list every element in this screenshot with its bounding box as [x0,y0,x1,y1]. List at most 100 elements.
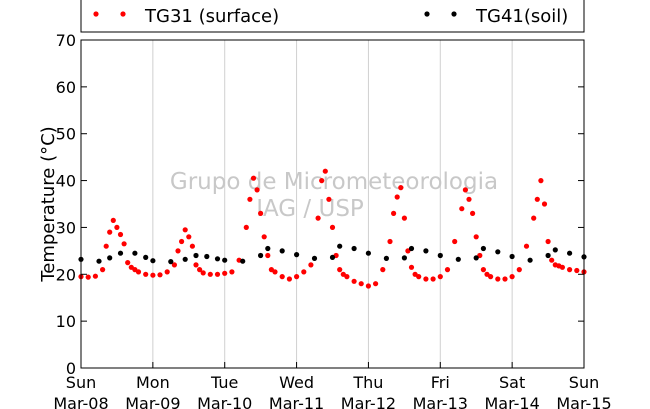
legend-marker-soil-2 [451,11,457,17]
y-tick-label: 30 [56,218,76,237]
series-1-point [150,258,156,264]
series-1-point [117,250,124,256]
series-1-point [311,255,318,261]
series-1-point [365,250,371,256]
vertical-gridlines [152,40,513,368]
series-0-point [574,267,580,274]
series-0-point [531,215,537,221]
series-0-point [351,278,357,284]
series-0-point [387,238,393,245]
series-0-point [294,274,300,280]
y-tick-label: 10 [56,312,76,331]
series-0-point [175,248,181,254]
series-0-point [502,276,508,282]
x-tick-label-date: Mar-12 [341,394,396,409]
series-1-point [495,249,501,255]
legend: TG31 (surface) TG41(soil) [80,0,585,33]
series-1-point [567,250,573,256]
series-1-point [509,253,515,260]
series-0-point [247,196,253,202]
series-1-point [545,252,551,259]
series-0-point [380,267,386,273]
series-1-point [143,254,149,260]
series-0-point [114,224,120,230]
series-1-point [480,245,486,252]
series-0-point [315,215,321,221]
series-0-point [391,210,397,216]
series-1-point [193,252,199,259]
series-0-point [182,227,188,233]
series-0-point [559,264,566,270]
series-0-point [358,281,364,287]
series-1-point [408,245,415,252]
x-tick-label-day: Sat [499,373,525,392]
series-0-point [437,274,443,280]
series-0-point [337,267,343,273]
series-0-point [509,274,515,280]
x-tick-label-date: Mar-10 [197,394,252,409]
series-0-point [423,276,429,282]
x-tick-label-day: Fri [431,373,450,392]
series-0-point [286,276,292,282]
y-axis-title: Temperature (°C) [38,126,59,282]
legend-label-soil: TG41(soil) [475,6,568,27]
series-0-point [164,269,170,275]
series-0-point [121,241,127,247]
x-tick-label-day: Mon [136,373,170,392]
series-0-point [261,234,267,240]
series-1-point [258,252,264,259]
series-0-point [171,262,177,268]
series-0-point [301,269,307,275]
series-0-point [322,168,328,174]
series-0-point [459,206,465,212]
x-tick-label-day: Wed [279,373,314,392]
legend-marker-surface-2 [120,11,126,17]
series-0-point [272,269,278,275]
series-0-point [488,274,494,280]
series-0-point [229,269,235,275]
series-1-point [294,252,300,258]
series-0-point [408,264,415,270]
legend-box [80,0,585,33]
series-0-point [243,224,249,230]
series-0-point [110,217,116,223]
series-1-point [351,245,357,252]
series-0-point [135,269,142,275]
series-0-point [265,252,271,259]
y-tick-label: 70 [56,31,76,50]
series-0-point [495,276,501,282]
series-0-point [344,274,350,280]
x-tick-label-date: Mar-15 [556,394,611,409]
series-1-point [337,243,343,249]
series-1-point [132,250,138,256]
series-1-point [527,257,533,263]
series-0-point [398,185,404,191]
series-0-point [186,234,192,240]
watermark-line-2: IAG / USP [256,196,364,222]
y-tick-label: 40 [56,172,76,191]
series-0-point [200,270,206,276]
series-1-point [222,257,228,263]
series-0-point [329,224,336,230]
series-1-point [182,256,188,262]
x-tick-label-day: Thu [352,373,383,392]
series-1-point [107,255,113,261]
legend-label-surface: TG31 (surface) [144,6,279,27]
series-1-point [473,255,479,261]
series-0-point [545,238,551,245]
series-1-point [214,256,221,262]
legend-marker-surface-1 [93,11,99,17]
watermark: Grupo de Micrometeorologia IAG / USP [170,169,498,222]
series-0-point [319,178,325,184]
series-0-point [85,274,91,280]
series-1-point [168,259,174,265]
series-0-point [480,267,486,273]
series-0-point [473,234,479,240]
series-0-point [250,175,257,181]
x-tick-label-day: Sun [569,373,599,392]
series-0-point [538,178,544,184]
series-0-point [125,260,131,266]
series-0-point [401,215,407,221]
series-0-point [549,257,555,263]
series-0-point [117,231,124,238]
